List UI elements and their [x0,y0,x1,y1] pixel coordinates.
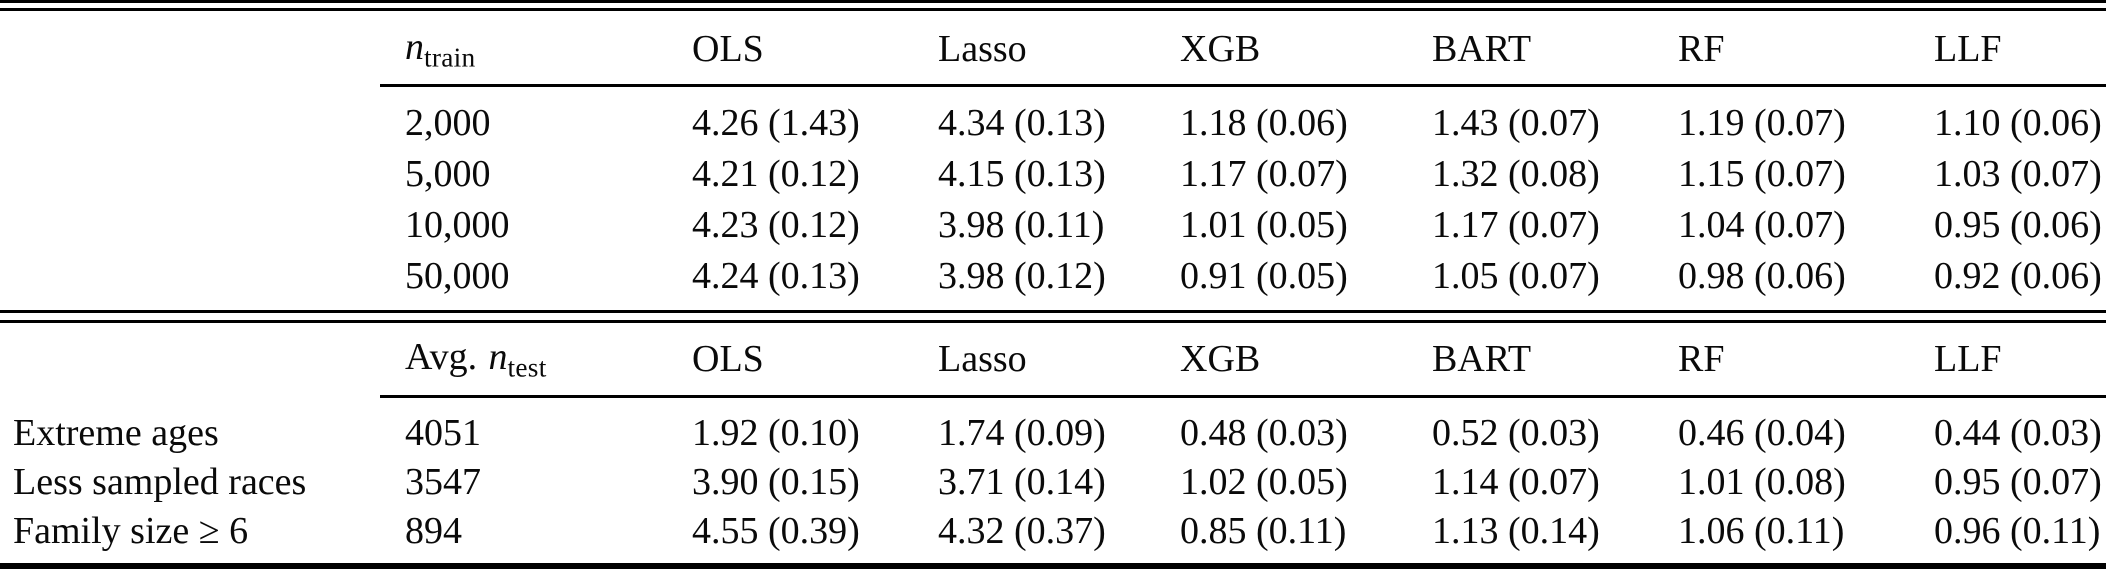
n-symbol: n [405,25,424,68]
n-train-value: 5,000 [405,153,491,196]
value-cell: 3.98 (0.12) [938,255,1106,298]
header-avg-n-test: Avg. ntest [405,336,547,384]
value-cell: 0.91 (0.05) [1180,255,1348,298]
n-train-value: 50,000 [405,255,510,298]
value-cell: 1.18 (0.06) [1180,102,1348,145]
value-cell: 1.10 (0.06) [1934,102,2102,145]
value-cell: 3.90 (0.15) [692,461,860,504]
value-cell: 0.95 (0.06) [1934,204,2102,247]
value-cell: 1.06 (0.11) [1678,510,1845,553]
value-cell: 0.92 (0.06) [1934,255,2102,298]
value-cell: 3.71 (0.14) [938,461,1106,504]
train-subscript: train [424,42,476,73]
value-cell: 0.46 (0.04) [1678,412,1846,455]
avg-label: Avg. [405,335,478,378]
header-n-train: ntrain [405,26,476,74]
value-cell: 1.02 (0.05) [1180,461,1348,504]
header-rf: RF [1678,338,1725,381]
value-cell: 0.95 (0.07) [1934,461,2102,504]
row-label: Less sampled races [13,461,307,504]
value-cell: 1.17 (0.07) [1432,204,1600,247]
value-cell: 4.34 (0.13) [938,102,1106,145]
value-cell: 4.55 (0.39) [692,510,860,553]
top-rule-outer [0,0,2106,3]
value-cell: 1.14 (0.07) [1432,461,1600,504]
n-train-value: 2,000 [405,102,491,145]
n-symbol: n [488,335,508,378]
header-bart: BART [1432,28,1532,71]
value-cell: 0.98 (0.06) [1678,255,1846,298]
header-xgb: XGB [1180,338,1261,381]
value-cell: 3.98 (0.11) [938,204,1105,247]
header-lasso: Lasso [938,28,1027,71]
header2-underline [380,395,2106,398]
value-cell: 0.85 (0.11) [1180,510,1347,553]
n-test-value: 4051 [405,412,481,455]
value-cell: 0.48 (0.03) [1180,412,1348,455]
top-rule-inner [0,8,2106,11]
bottom-rule [0,563,2106,569]
value-cell: 1.01 (0.08) [1678,461,1846,504]
n-test-value: 894 [405,510,462,553]
value-cell: 4.32 (0.37) [938,510,1106,553]
n-train-value: 10,000 [405,204,510,247]
value-cell: 4.26 (1.43) [692,102,860,145]
value-cell: 1.92 (0.10) [692,412,860,455]
header-ols: OLS [692,28,764,71]
value-cell: 1.04 (0.07) [1678,204,1846,247]
section-divider-lower [0,320,2106,323]
value-cell: 1.13 (0.14) [1432,510,1600,553]
header-llf: LLF [1934,28,2002,71]
value-cell: 4.23 (0.12) [692,204,860,247]
header-llf: LLF [1934,338,2002,381]
value-cell: 1.05 (0.07) [1432,255,1600,298]
test-subscript: test [507,352,547,383]
row-label: Extreme ages [13,412,219,455]
value-cell: 4.21 (0.12) [692,153,860,196]
header-lasso: Lasso [938,338,1027,381]
value-cell: 4.24 (0.13) [692,255,860,298]
value-cell: 1.43 (0.07) [1432,102,1600,145]
value-cell: 0.52 (0.03) [1432,412,1600,455]
header-ols: OLS [692,338,764,381]
n-test-value: 3547 [405,461,481,504]
row-label: Family size ≥ 6 [13,510,249,553]
value-cell: 1.32 (0.08) [1432,153,1600,196]
header1-underline [380,84,2106,87]
value-cell: 4.15 (0.13) [938,153,1106,196]
value-cell: 1.19 (0.07) [1678,102,1846,145]
value-cell: 1.01 (0.05) [1180,204,1348,247]
value-cell: 0.44 (0.03) [1934,412,2102,455]
header-bart: BART [1432,338,1532,381]
header-xgb: XGB [1180,28,1261,71]
value-cell: 1.03 (0.07) [1934,153,2102,196]
value-cell: 1.17 (0.07) [1180,153,1348,196]
header-rf: RF [1678,28,1725,71]
value-cell: 1.74 (0.09) [938,412,1106,455]
section-divider-upper [0,310,2106,313]
value-cell: 1.15 (0.07) [1678,153,1846,196]
value-cell: 0.96 (0.11) [1934,510,2101,553]
